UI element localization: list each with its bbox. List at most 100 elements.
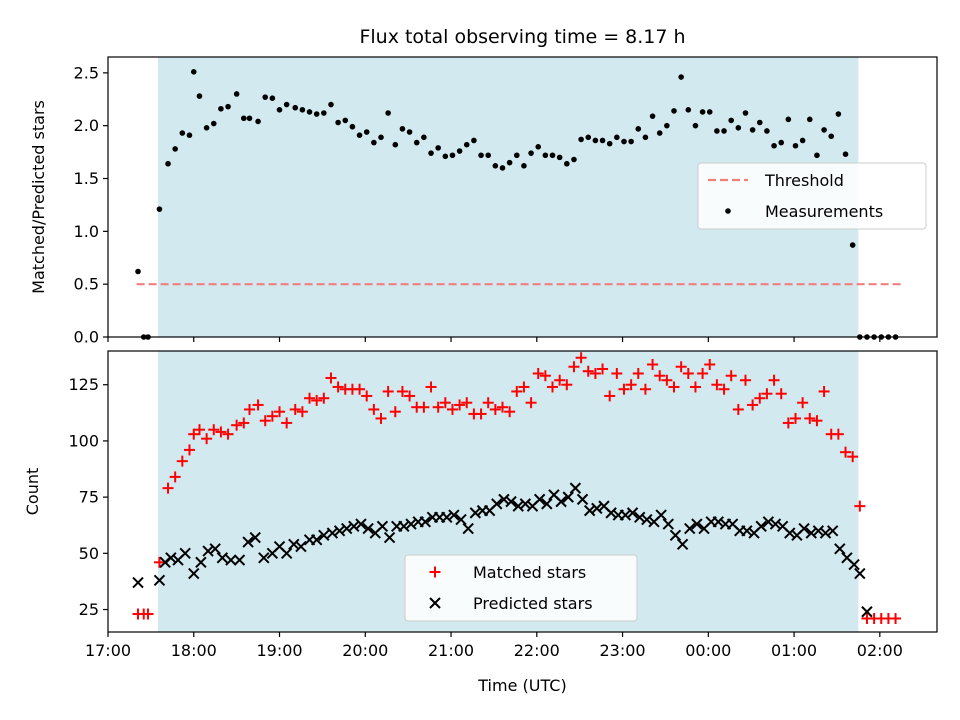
legend: Matched stars Predicted stars <box>404 554 638 622</box>
data-point <box>819 527 832 539</box>
data-point <box>555 495 567 508</box>
data-point <box>249 531 261 544</box>
data-point <box>556 154 563 161</box>
data-point <box>491 498 503 510</box>
data-point <box>775 388 787 400</box>
data-point <box>564 160 570 167</box>
data-point <box>562 491 574 503</box>
data-point <box>633 511 646 524</box>
y-tick-label: 1.0 <box>74 222 99 241</box>
data-point <box>821 127 827 133</box>
data-point <box>533 493 546 506</box>
data-point <box>328 101 334 108</box>
data-point <box>471 137 477 144</box>
data-point <box>539 370 551 382</box>
data-point <box>169 471 181 483</box>
data-point <box>335 119 341 126</box>
data-point <box>699 109 706 115</box>
data-point <box>292 104 299 111</box>
data-point <box>511 385 523 397</box>
data-point <box>554 374 566 386</box>
y-axis-label: Matched/Predicted stars <box>29 100 48 294</box>
data-point <box>847 451 859 463</box>
data-point <box>535 144 542 150</box>
data-point <box>676 538 689 551</box>
data-point <box>704 358 716 370</box>
x-tick-label: 00:00 <box>685 641 731 660</box>
data-point <box>542 152 549 159</box>
legend-label: Measurements <box>765 202 883 221</box>
data-point <box>399 126 406 132</box>
data-point <box>281 417 293 429</box>
data-point <box>368 403 380 415</box>
data-point <box>654 370 666 382</box>
data-point <box>295 540 307 553</box>
data-point <box>448 509 460 521</box>
data-point <box>340 522 353 535</box>
data-point <box>691 518 703 530</box>
data-point <box>165 160 171 167</box>
data-point <box>188 567 200 580</box>
x-tick-label: 23:00 <box>599 641 645 660</box>
data-point <box>832 428 844 440</box>
data-point <box>755 520 767 533</box>
data-point <box>413 139 420 146</box>
data-point <box>842 151 849 158</box>
data-point <box>135 268 141 275</box>
data-point <box>606 140 613 147</box>
data-point <box>210 120 217 127</box>
data-point <box>469 507 482 519</box>
data-point <box>739 374 751 386</box>
data-point <box>172 146 178 152</box>
data-point <box>569 482 582 494</box>
legend: Threshold Measurements <box>697 162 927 230</box>
data-point <box>592 137 599 144</box>
data-point <box>231 419 243 431</box>
data-point <box>682 367 694 379</box>
data-point <box>354 383 366 395</box>
data-point <box>449 152 456 159</box>
y-tick-label: 2.5 <box>74 63 99 82</box>
data-point <box>675 361 687 373</box>
data-point <box>756 119 763 126</box>
data-point <box>153 574 166 587</box>
data-point <box>244 403 256 415</box>
data-point <box>201 433 213 445</box>
data-point <box>183 444 195 456</box>
data-point <box>761 388 773 400</box>
data-point <box>576 493 589 506</box>
data-point <box>398 520 410 533</box>
data-point <box>482 397 494 409</box>
data-point <box>582 365 594 377</box>
data-point <box>215 426 227 438</box>
chart-title: Flux total observing time = 8.17 h <box>359 26 685 48</box>
data-point <box>492 163 499 169</box>
data-point <box>439 397 451 409</box>
data-point <box>225 554 237 566</box>
data-point <box>165 552 177 564</box>
data-point <box>806 116 813 123</box>
y-tick-label: 50 <box>79 544 99 563</box>
data-point <box>179 130 186 136</box>
data-point <box>382 385 394 397</box>
data-point <box>371 139 377 146</box>
data-point <box>840 446 852 458</box>
y-axis-label: Count <box>23 468 42 516</box>
data-point <box>342 117 349 124</box>
data-point <box>176 455 188 467</box>
data-point <box>355 518 367 530</box>
series-measurements <box>135 68 899 340</box>
data-point <box>614 134 620 141</box>
data-point <box>455 513 467 526</box>
data-point <box>792 142 799 149</box>
data-point <box>321 110 327 116</box>
data-point <box>798 522 810 535</box>
legend-label: Matched stars <box>473 563 586 582</box>
data-point <box>619 509 632 521</box>
data-point <box>196 93 203 99</box>
data-point <box>519 498 532 510</box>
data-point <box>561 379 573 391</box>
data-point <box>405 518 417 530</box>
data-point <box>296 406 308 418</box>
data-point <box>288 538 300 551</box>
